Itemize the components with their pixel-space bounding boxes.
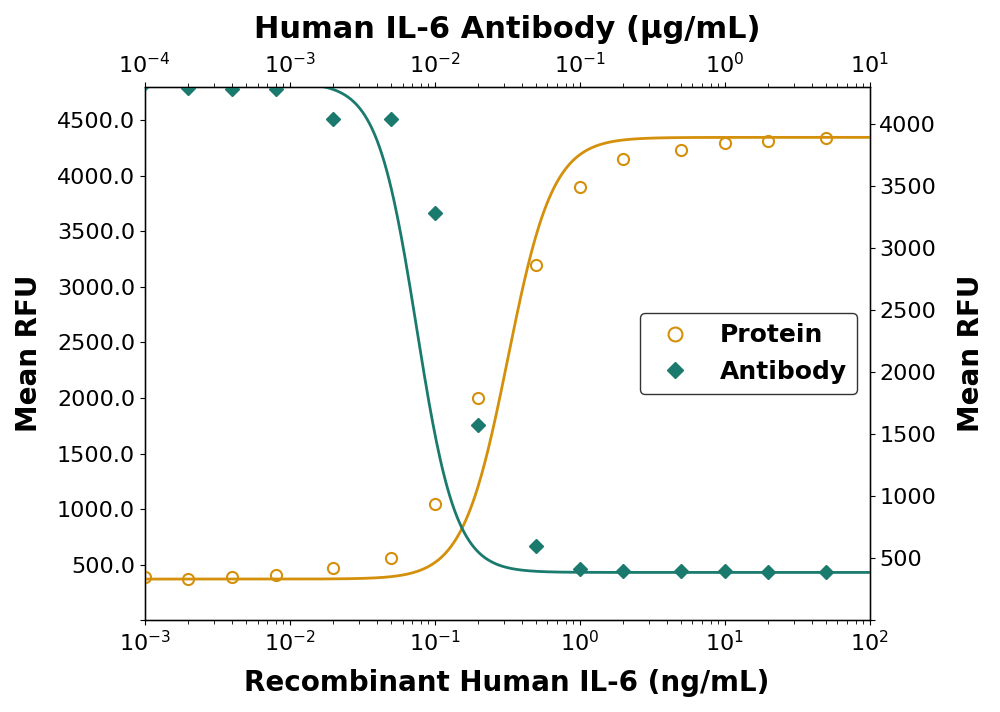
Legend: Protein, Antibody: Protein, Antibody [640,313,857,394]
Y-axis label: Mean RFU: Mean RFU [957,275,985,432]
X-axis label: Human IL-6 Antibody (μg/mL): Human IL-6 Antibody (μg/mL) [254,15,760,45]
Y-axis label: Mean RFU: Mean RFU [15,275,43,432]
X-axis label: Recombinant Human IL-6 (ng/mL): Recombinant Human IL-6 (ng/mL) [244,669,770,697]
